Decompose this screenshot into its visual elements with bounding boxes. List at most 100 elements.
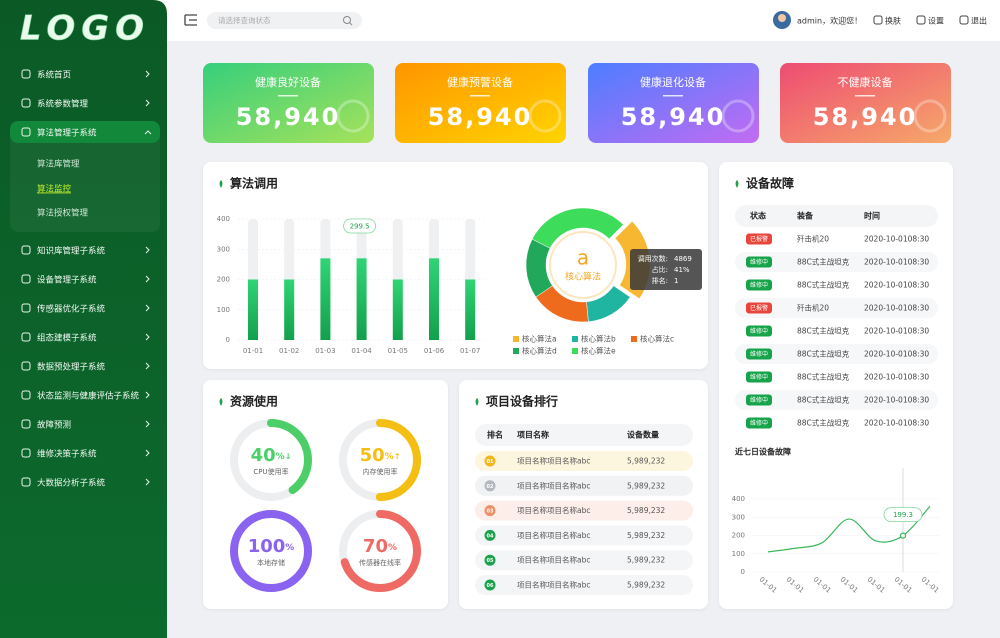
menu-item[interactable]: 状态监测与健康评估子系统 [37,391,140,402]
menu-item[interactable]: 故障预测 [37,420,71,431]
panel-title: 算法调用 [230,176,278,191]
gauge-label: CPU使用率 [253,467,288,476]
gauge-unit: % [388,543,397,553]
stat-card-value: 58,940 [236,103,341,131]
rank-badge [484,455,496,467]
y-tick-label: 300 [732,513,745,521]
stat-card-title: 健康退化设备 [640,75,706,89]
gauge-value-group: 70% [363,536,397,557]
hover-point [899,532,907,539]
menu-item[interactable]: 传感器优化子系统 [37,304,106,315]
gauge-value-group: 50%↑ [360,445,401,466]
status: 维修中 [750,281,768,289]
gauge-value: 50 [360,445,385,466]
status-badge [746,348,772,360]
menu-chevron [145,275,150,283]
stat-card-title: 健康预警设备 [447,75,513,89]
tooltip-label: 占比: [652,265,668,274]
stat-card-icon [336,99,370,133]
legend-label: 核心算法e [581,346,616,356]
stat-card [588,63,759,143]
menu-icon [21,448,31,458]
device-count: 5,989,232 [627,481,665,490]
panel-title: 资源使用 [230,394,278,409]
menu-item[interactable]: 知识库管理子系统 [37,246,106,257]
gauge-value-group: 100% [248,536,295,557]
column-header: 项目名称 [517,430,549,440]
submenu-item[interactable]: 算法授权管理 [37,208,89,219]
title-marker [219,398,223,406]
status: 维修中 [750,258,768,266]
legend-swatch [572,336,578,342]
y-tick-label: 400 [732,495,745,503]
gauge-unit: % [276,452,285,462]
header-action-icon [959,15,969,25]
y-tick-label: 300 [217,245,230,253]
status-badge [746,233,772,245]
bar [356,258,367,340]
menu-item[interactable]: 设备管理子系统 [37,275,97,286]
rank: 03 [487,509,494,515]
table-row [475,575,693,595]
submenu-item[interactable]: 算法库管理 [37,159,80,170]
table-row [735,390,938,410]
time: 2020-10-0108:30 [864,304,929,313]
menu-icon [21,127,31,137]
time: 2020-10-0108:30 [864,396,929,405]
x-tick-label: 01-07 [460,347,480,355]
menu-icon [21,390,31,400]
legend-label: 核心算法d [522,346,557,356]
tooltip [630,249,702,290]
menu-item[interactable]: 组态建模子系统 [37,333,97,344]
rank: 02 [487,484,494,490]
menu-item[interactable]: 维修决策子系统 [37,449,97,460]
header-action[interactable]: 换肤 [885,16,901,26]
menu-item[interactable]: 算法管理子系统 [37,128,97,139]
search-box[interactable] [207,12,362,29]
time: 2020-10-0108:30 [864,327,929,336]
menu-item[interactable]: 数据预处理子系统 [37,362,106,373]
column-header: 设备数量 [627,430,659,440]
menu-icon [21,419,31,429]
device-count: 5,989,232 [627,581,665,590]
gauge-label: 传感器在线率 [359,558,401,567]
menu-item[interactable]: 系统参数管理 [37,99,89,110]
menu-icon [21,361,31,371]
bar [320,258,331,340]
stat-card-divider [278,95,298,97]
panel-title: 设备故障 [746,176,794,191]
equipment: 88C式主战坦克 [797,372,850,382]
status-badge [746,256,772,268]
title-marker [735,180,739,188]
menu-toggle[interactable] [184,14,197,26]
menu-item[interactable]: 大数据分析子系统 [37,478,106,489]
line-annotation: 199.3 [893,511,913,519]
time: 2020-10-0108:30 [864,258,929,267]
bar-annotation-box [343,218,377,234]
menu-chevron [145,246,150,254]
status-badge [746,371,772,383]
avatar-face [778,14,786,22]
status: 维修中 [750,396,768,404]
status-badge [746,417,772,429]
x-tick-label: 01-01 [243,347,263,355]
rank-badge [484,505,496,517]
header-action[interactable]: 设置 [928,16,944,26]
project-name: 项目名称项目名称abc [517,530,590,540]
device-count: 5,989,232 [627,506,665,515]
equipment: 歼击机20 [797,234,829,244]
user-greeting: admin，欢迎您！ [797,16,862,26]
menu-chevron [145,449,150,457]
table-row [475,451,693,471]
project-name: 项目名称项目名称abc [517,555,590,565]
legend-swatch [513,348,519,354]
project-name: 项目名称项目名称abc [517,505,590,515]
menu-item[interactable]: 系统首页 [37,70,71,81]
header-action[interactable]: 退出 [971,16,987,26]
submenu-item[interactable]: 算法监控 [37,184,72,195]
project-name: 项目名称项目名称abc [517,480,590,490]
rank: 05 [487,558,494,564]
search-icon[interactable] [343,16,351,24]
gauge-trend: ↓ [285,452,292,461]
